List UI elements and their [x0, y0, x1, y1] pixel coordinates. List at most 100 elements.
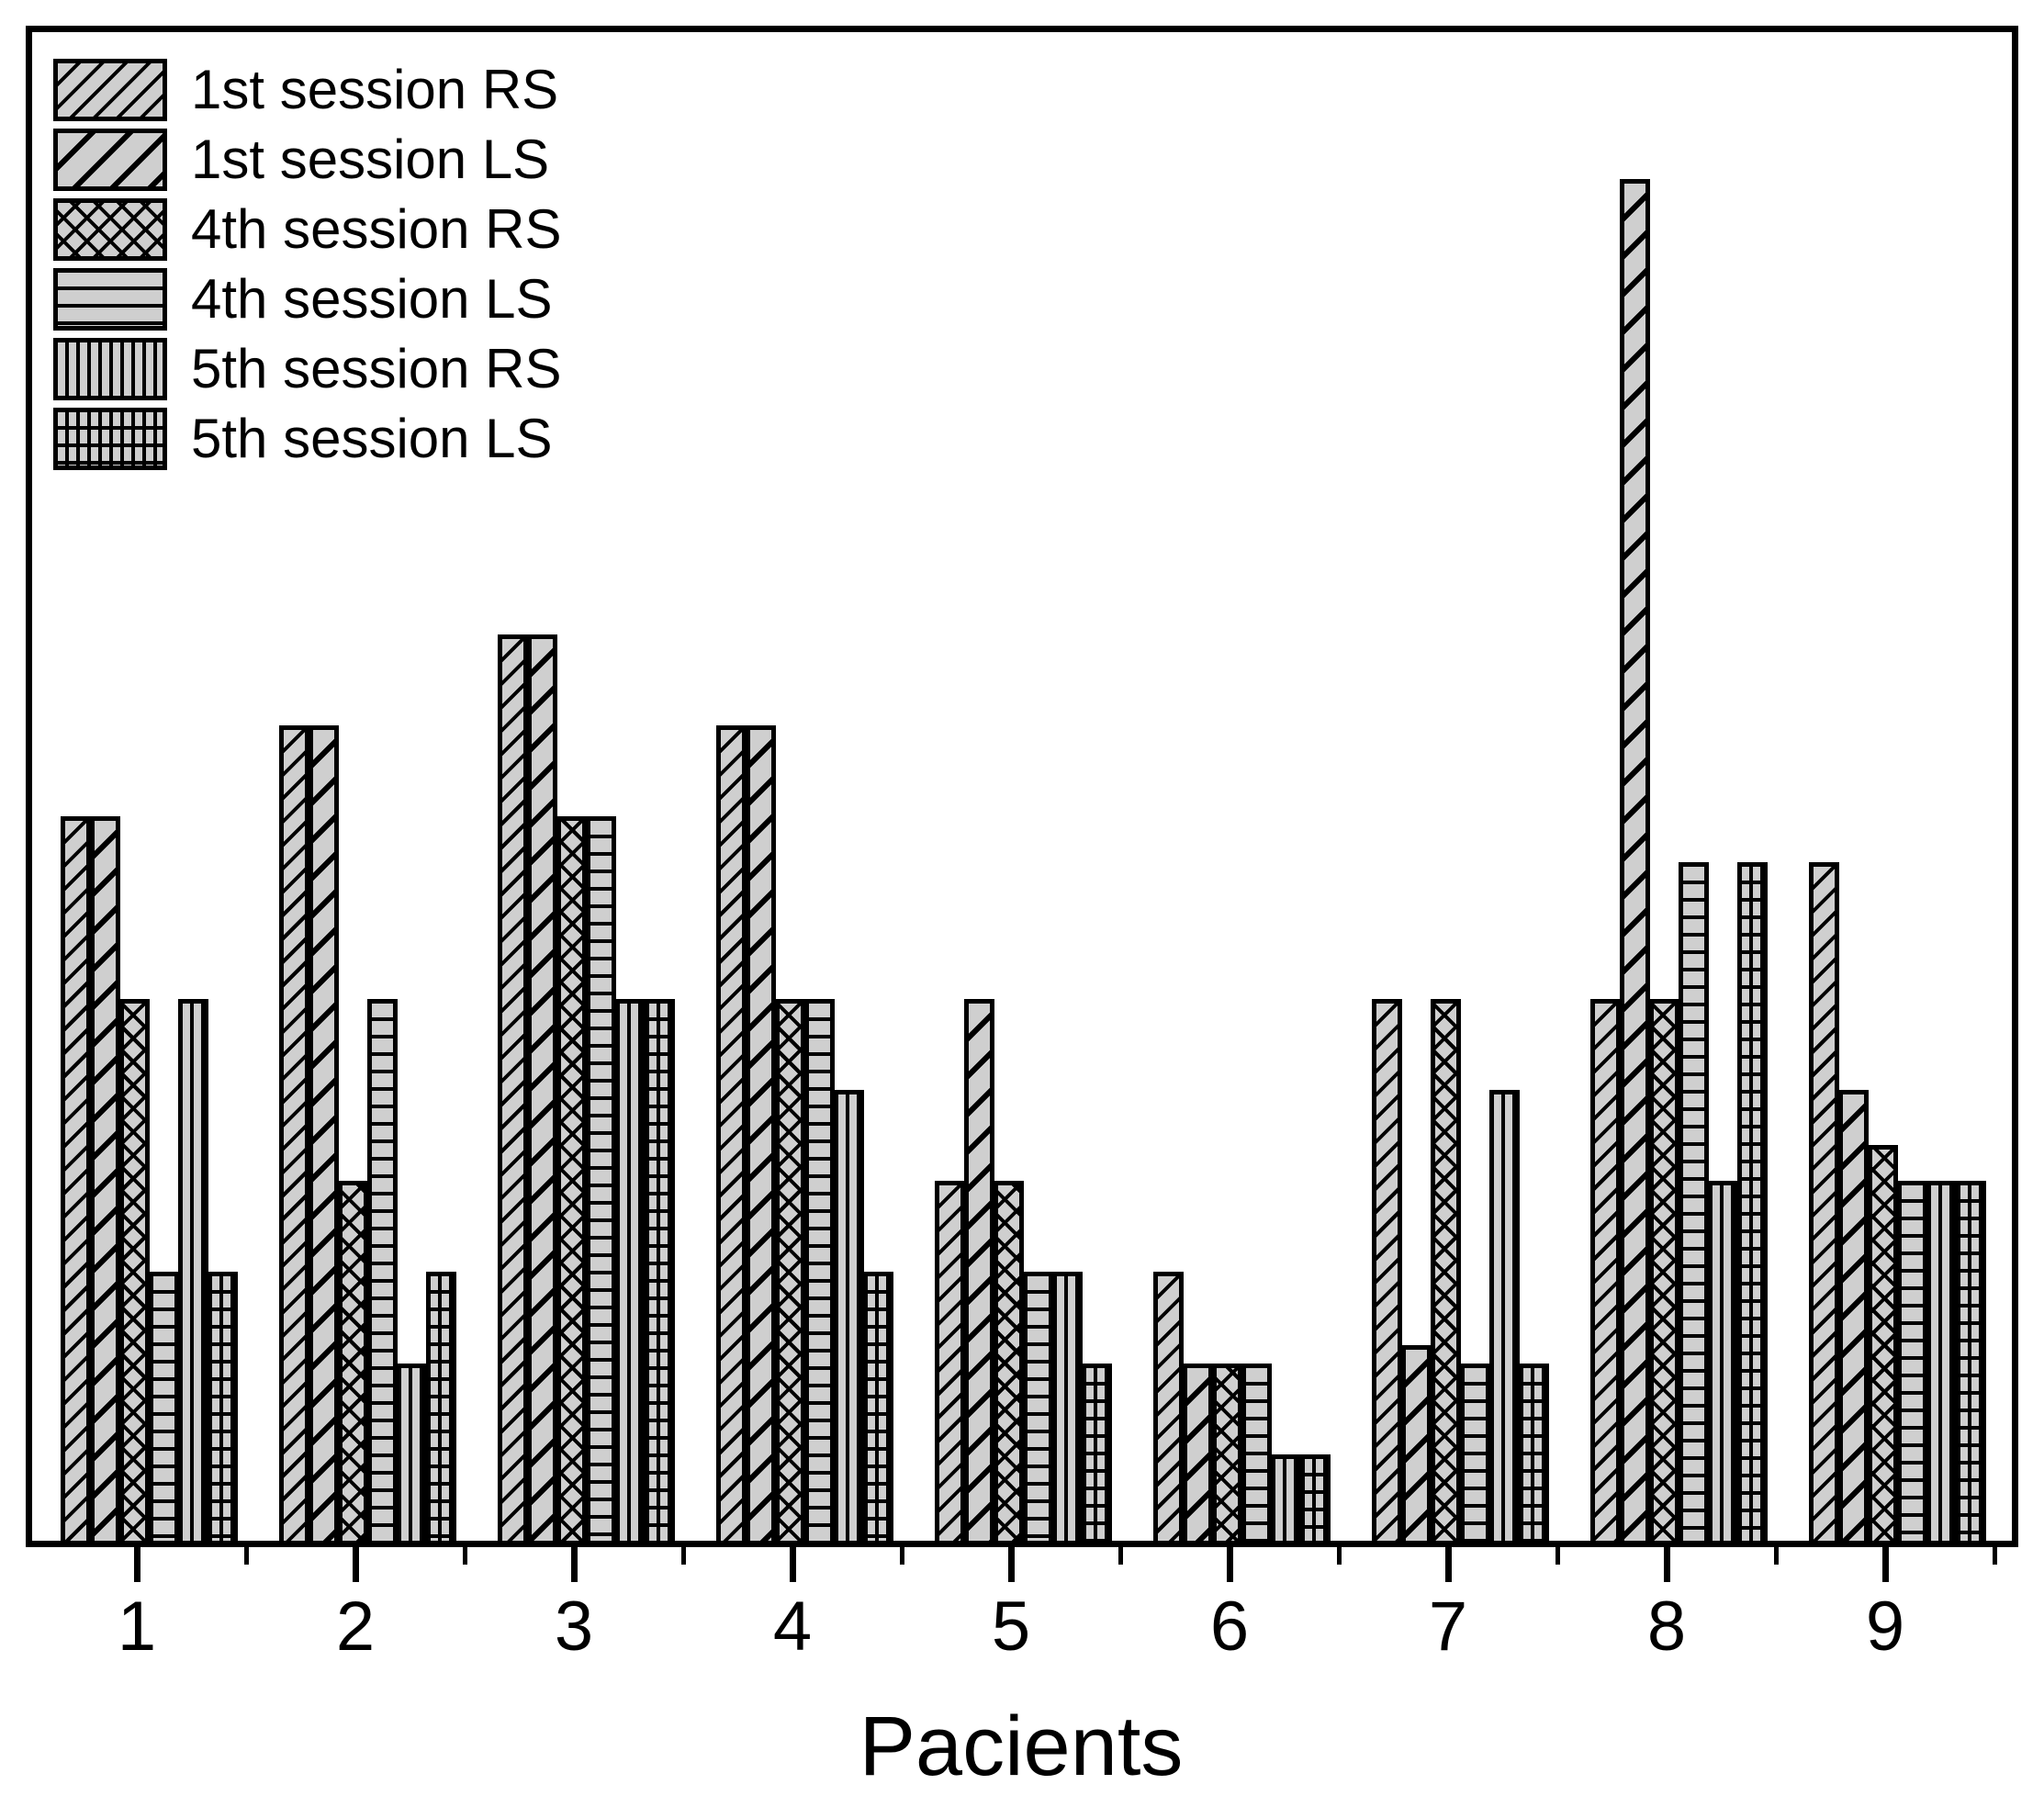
legend-swatch-1st-session-ls-icon — [53, 129, 167, 191]
x-major-tick-1 — [133, 1547, 140, 1582]
bar-patient-4-5th-session-ls — [863, 1272, 893, 1545]
x-minor-tick-3 — [680, 1547, 686, 1565]
x-major-tick-3 — [570, 1547, 578, 1582]
x-tick-label-2: 2 — [335, 1588, 376, 1666]
legend-item-4th-session-rs: 4th session RS — [0, 198, 735, 261]
legend-item-1st-session-rs: 1st session RS — [0, 59, 735, 121]
bar-patient-9-5th-session-rs — [1926, 1181, 1957, 1545]
bar-patient-3-1st-session-rs — [498, 634, 528, 1545]
x-tick-label-6: 6 — [1209, 1588, 1250, 1666]
bar-patient-9-1st-session-rs — [1809, 862, 1839, 1545]
legend-item-5th-session-ls: 5th session LS — [0, 408, 735, 470]
bar-patient-1-1st-session-rs — [61, 816, 91, 1545]
bar-patient-3-5th-session-ls — [645, 999, 675, 1545]
legend-label-1st-session-rs: 1st session RS — [191, 59, 559, 120]
x-minor-tick-8 — [1773, 1547, 1779, 1565]
x-tick-label-3: 3 — [554, 1588, 594, 1666]
bar-patient-7-1st-session-ls — [1401, 1345, 1432, 1545]
x-tick-label-1: 1 — [117, 1588, 157, 1666]
bar-patient-2-1st-session-rs — [279, 725, 309, 1545]
bar-patient-5-4th-session-ls — [1023, 1272, 1053, 1545]
bar-patient-6-4th-session-rs — [1212, 1364, 1242, 1545]
bar-patient-2-4th-session-rs — [338, 1181, 368, 1545]
legend-swatch-4th-session-rs-icon — [53, 198, 167, 261]
x-major-tick-7 — [1444, 1547, 1452, 1582]
bar-patient-8-5th-session-ls — [1737, 862, 1768, 1545]
x-major-tick-6 — [1226, 1547, 1233, 1582]
legend-label-5th-session-ls: 5th session LS — [191, 408, 553, 469]
x-tick-label-9: 9 — [1865, 1588, 1905, 1666]
bar-patient-4-5th-session-rs — [834, 1090, 864, 1545]
bar-patient-5-5th-session-ls — [1082, 1364, 1112, 1545]
bar-patient-9-1st-session-ls — [1838, 1090, 1869, 1545]
legend-label-5th-session-rs: 5th session RS — [191, 338, 562, 399]
x-minor-tick-9 — [1992, 1547, 1997, 1565]
legend-swatch-5th-session-rs-icon — [53, 338, 167, 400]
bar-patient-5-1st-session-rs — [935, 1181, 965, 1545]
x-minor-tick-4 — [899, 1547, 904, 1565]
bar-patient-9-4th-session-rs — [1868, 1145, 1898, 1545]
legend-label-4th-session-ls: 4th session LS — [191, 268, 553, 330]
bar-patient-9-4th-session-ls — [1897, 1181, 1927, 1545]
bar-patient-7-4th-session-rs — [1431, 999, 1461, 1545]
legend-label-4th-session-rs: 4th session RS — [191, 198, 562, 260]
bar-patient-8-4th-session-rs — [1649, 999, 1679, 1545]
x-minor-tick-1 — [243, 1547, 249, 1565]
bar-patient-1-4th-session-ls — [149, 1272, 179, 1545]
x-tick-label-4: 4 — [772, 1588, 813, 1666]
legend-item-5th-session-rs: 5th session RS — [0, 338, 735, 400]
x-major-tick-9 — [1881, 1547, 1889, 1582]
bar-patient-7-5th-session-rs — [1489, 1090, 1520, 1545]
legend-item-1st-session-ls: 1st session LS — [0, 129, 735, 191]
bar-patient-5-4th-session-rs — [994, 1181, 1024, 1545]
bar-patient-3-1st-session-ls — [527, 634, 557, 1545]
legend-swatch-4th-session-ls-icon — [53, 268, 167, 331]
x-major-tick-2 — [352, 1547, 359, 1582]
bar-patient-2-1st-session-ls — [309, 725, 339, 1545]
legend-swatch-5th-session-ls-icon — [53, 408, 167, 470]
legend-item-4th-session-ls: 4th session LS — [0, 268, 735, 331]
bar-patient-1-5th-session-ls — [208, 1272, 238, 1545]
x-axis-title: Pacients — [859, 1700, 1184, 1793]
bar-patient-2-5th-session-ls — [426, 1272, 456, 1545]
bar-patient-2-4th-session-ls — [367, 999, 398, 1545]
bar-patient-1-5th-session-rs — [178, 999, 208, 1545]
bar-patient-9-5th-session-ls — [1956, 1181, 1986, 1545]
legend-swatch-1st-session-rs-icon — [53, 59, 167, 121]
bar-patient-1-1st-session-ls — [90, 816, 120, 1545]
x-major-tick-5 — [1007, 1547, 1015, 1582]
bar-patient-8-4th-session-ls — [1679, 862, 1709, 1545]
x-major-tick-8 — [1663, 1547, 1670, 1582]
x-tick-label-5: 5 — [991, 1588, 1031, 1666]
x-minor-tick-6 — [1336, 1547, 1342, 1565]
bar-patient-7-5th-session-ls — [1519, 1364, 1549, 1545]
legend-label-1st-session-ls: 1st session LS — [191, 129, 550, 190]
bar-patient-6-1st-session-ls — [1183, 1364, 1213, 1545]
bar-patient-8-1st-session-ls — [1620, 179, 1650, 1545]
bar-patient-6-5th-session-ls — [1300, 1454, 1331, 1545]
x-minor-tick-2 — [462, 1547, 467, 1565]
bar-patient-4-4th-session-ls — [804, 999, 835, 1545]
x-tick-label-8: 8 — [1646, 1588, 1687, 1666]
bar-patient-4-1st-session-ls — [746, 725, 776, 1545]
x-minor-tick-5 — [1117, 1547, 1123, 1565]
bar-patient-3-4th-session-rs — [556, 816, 587, 1545]
bar-patient-6-4th-session-ls — [1241, 1364, 1272, 1545]
bar-patient-6-5th-session-rs — [1271, 1454, 1301, 1545]
bar-patient-7-4th-session-ls — [1460, 1364, 1490, 1545]
bar-patient-1-4th-session-rs — [119, 999, 150, 1545]
bar-patient-3-5th-session-rs — [615, 999, 646, 1545]
bar-patient-8-5th-session-rs — [1708, 1181, 1738, 1545]
x-tick-label-7: 7 — [1428, 1588, 1468, 1666]
bar-patient-2-5th-session-rs — [397, 1364, 427, 1545]
bar-patient-5-1st-session-ls — [964, 999, 994, 1545]
x-minor-tick-7 — [1555, 1547, 1560, 1565]
bar-patient-4-1st-session-rs — [716, 725, 747, 1545]
bar-patient-5-5th-session-rs — [1052, 1272, 1083, 1545]
bar-patient-4-4th-session-rs — [775, 999, 805, 1545]
x-major-tick-4 — [789, 1547, 796, 1582]
bar-patient-3-4th-session-ls — [586, 816, 616, 1545]
bar-patient-6-1st-session-rs — [1153, 1272, 1184, 1545]
bar-patient-7-1st-session-rs — [1372, 999, 1402, 1545]
